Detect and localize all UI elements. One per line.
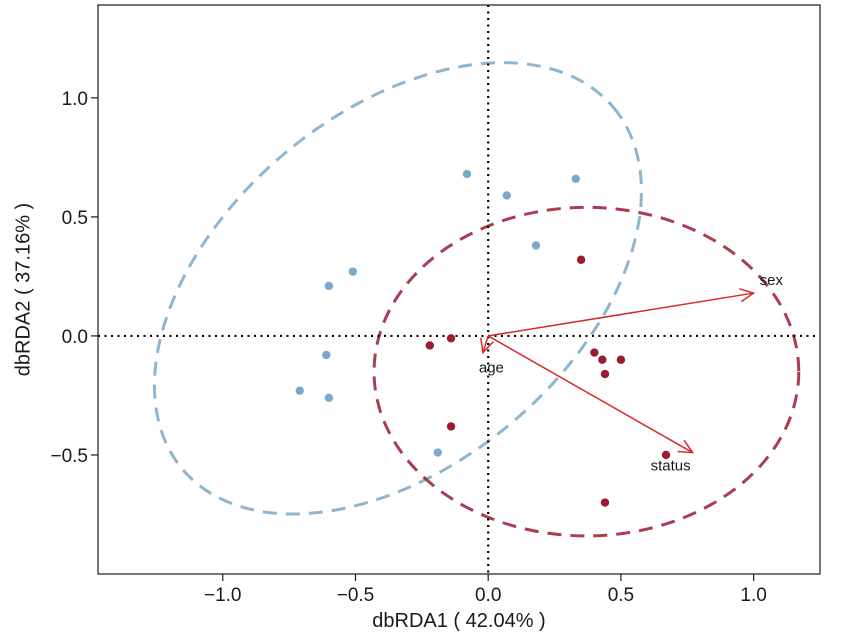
group-1-point [462,169,472,179]
constraint-arrows: sex age status [479,272,784,475]
arrow-sex-head [739,288,756,303]
arrow-age-head [480,337,494,355]
group-2-ellipse [372,205,801,538]
group-1-point [433,448,442,457]
panel-border [97,4,821,575]
arrow-age-label: age [479,360,504,377]
x-tick-label: 0.5 [608,585,634,606]
group-1-point [502,191,511,200]
group-2-point [616,355,626,364]
y-tick-label: −0.5 [50,446,88,467]
arrow-sex-label: sex [760,272,784,289]
x-tick-label: 0.0 [475,585,501,606]
x-tick-label: −1.0 [204,585,242,606]
group-2-point [446,334,456,343]
group-2-point [576,255,586,264]
arrow-status-shaft [487,335,693,454]
arrow-sex-shaft [488,292,754,337]
group-1-point [571,174,580,183]
group-2-point [425,341,435,350]
arrow-age-shaft [482,335,489,353]
sample-points [295,169,671,507]
x-tick-label: −0.5 [337,585,375,606]
group-1-point [348,267,358,276]
group-1-ellipse [152,61,643,516]
group-2-point [600,369,610,379]
y-tick-label: 1.0 [62,89,88,110]
group-1-point [322,350,331,360]
group-2-point [661,450,671,460]
group-1-point [295,386,304,395]
group-1-point [324,393,334,403]
y-axis-title: dbRDA2 ( 37.16% ) [12,203,34,376]
x-tick-label: 1.0 [740,585,766,606]
y-tick-label: 0.0 [62,327,88,348]
confidence-ellipses [152,61,801,538]
group-1-point [324,281,334,291]
x-axis-ticks: −1.0 −0.5 0.0 0.5 1.0 [204,574,767,606]
group-1-point [531,241,541,250]
y-axis-ticks: −0.5 0.0 0.5 1.0 [50,89,98,467]
arrow-status-head [677,439,695,454]
group-2-point [446,422,456,431]
arrow-status-label: status [651,458,691,475]
group-2-point [598,355,607,364]
x-axis-title: dbRDA1 ( 42.04% ) [372,610,545,632]
y-tick-label: 0.5 [62,208,88,229]
group-2-point [600,498,610,507]
group-2-point [590,348,599,357]
